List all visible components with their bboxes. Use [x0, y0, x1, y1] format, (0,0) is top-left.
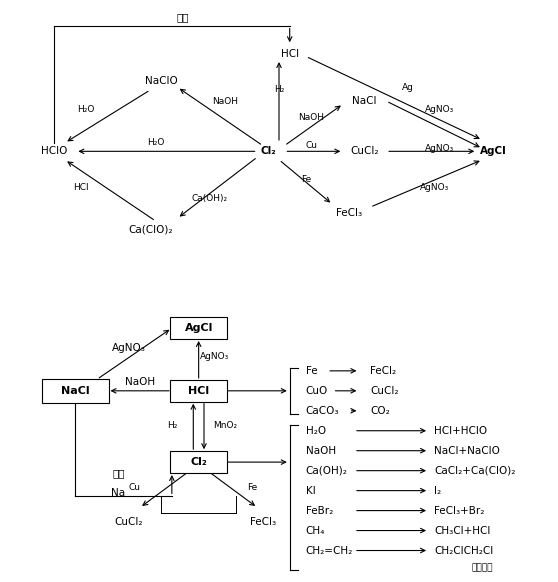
Text: Cu: Cu — [305, 141, 317, 150]
Text: HCl: HCl — [281, 48, 299, 59]
Text: AgNO₃: AgNO₃ — [112, 343, 146, 353]
Text: Fe: Fe — [247, 483, 257, 492]
Text: CuCl₂: CuCl₂ — [370, 386, 398, 396]
Text: HCl: HCl — [188, 386, 209, 396]
FancyBboxPatch shape — [170, 451, 227, 473]
Text: CuO: CuO — [306, 386, 328, 396]
Text: CO₂: CO₂ — [370, 406, 390, 416]
Text: H₂O: H₂O — [147, 139, 165, 147]
Text: CH₃Cl+HCl: CH₃Cl+HCl — [434, 526, 490, 535]
Text: CH₄: CH₄ — [306, 526, 325, 535]
Text: CuCl₂: CuCl₂ — [350, 146, 379, 157]
Text: NaOH: NaOH — [213, 97, 238, 105]
Text: CaCO₃: CaCO₃ — [306, 406, 339, 416]
Text: AgNO₃: AgNO₃ — [425, 144, 454, 153]
Text: NaOH: NaOH — [306, 446, 336, 456]
Text: H₂O: H₂O — [78, 105, 95, 114]
Text: AgNO₃: AgNO₃ — [420, 183, 449, 192]
FancyBboxPatch shape — [42, 378, 109, 403]
Text: CuCl₂: CuCl₂ — [115, 517, 143, 527]
Text: HClO: HClO — [41, 146, 67, 157]
Text: NaCl: NaCl — [353, 96, 377, 106]
Text: Fe: Fe — [306, 366, 318, 376]
Text: Cl₂: Cl₂ — [190, 457, 207, 467]
Text: Ca(ClO)₂: Ca(ClO)₂ — [128, 225, 172, 235]
Text: 光照: 光照 — [176, 12, 189, 22]
Text: AgNO₃: AgNO₃ — [425, 105, 454, 114]
Text: KI: KI — [306, 485, 315, 496]
FancyBboxPatch shape — [170, 380, 227, 402]
Text: I₂: I₂ — [434, 485, 441, 496]
Text: Na: Na — [111, 488, 126, 498]
Text: HCl+HClO: HCl+HClO — [434, 426, 488, 436]
Text: 高中化学: 高中化学 — [472, 563, 493, 572]
Text: FeCl₃: FeCl₃ — [250, 517, 276, 527]
FancyBboxPatch shape — [170, 317, 227, 339]
Text: FeCl₃: FeCl₃ — [335, 208, 362, 218]
Text: FeCl₃+Br₂: FeCl₃+Br₂ — [434, 506, 485, 516]
Text: NaOH: NaOH — [124, 377, 155, 387]
Text: Cl₂: Cl₂ — [261, 146, 276, 157]
Text: H₂: H₂ — [274, 86, 284, 94]
Text: H₂O: H₂O — [306, 426, 326, 436]
Text: NaCl: NaCl — [61, 386, 90, 396]
Text: MnO₂: MnO₂ — [213, 421, 238, 430]
Text: HCl: HCl — [73, 183, 89, 192]
Text: NaClO: NaClO — [145, 76, 177, 87]
Text: Fe: Fe — [301, 175, 311, 184]
Text: Ag: Ag — [402, 83, 413, 91]
Text: Ca(OH)₂: Ca(OH)₂ — [306, 466, 348, 475]
Text: Ca(OH)₂: Ca(OH)₂ — [191, 194, 228, 203]
Text: AgCl: AgCl — [185, 323, 213, 333]
Text: AgNO₃: AgNO₃ — [200, 352, 229, 361]
Text: FeBr₂: FeBr₂ — [306, 506, 333, 516]
Text: AgCl: AgCl — [480, 146, 507, 157]
Text: CaCl₂+Ca(ClO)₂: CaCl₂+Ca(ClO)₂ — [434, 466, 516, 475]
Text: FeCl₂: FeCl₂ — [370, 366, 396, 376]
Text: CH₂=CH₂: CH₂=CH₂ — [306, 545, 353, 555]
Text: Cu: Cu — [128, 483, 141, 492]
Text: 电解: 电解 — [112, 469, 124, 478]
Text: CH₂ClCH₂Cl: CH₂ClCH₂Cl — [434, 545, 494, 555]
Text: NaCl+NaClO: NaCl+NaClO — [434, 446, 500, 456]
Text: H₂: H₂ — [167, 421, 177, 430]
Text: NaOH: NaOH — [298, 113, 324, 122]
